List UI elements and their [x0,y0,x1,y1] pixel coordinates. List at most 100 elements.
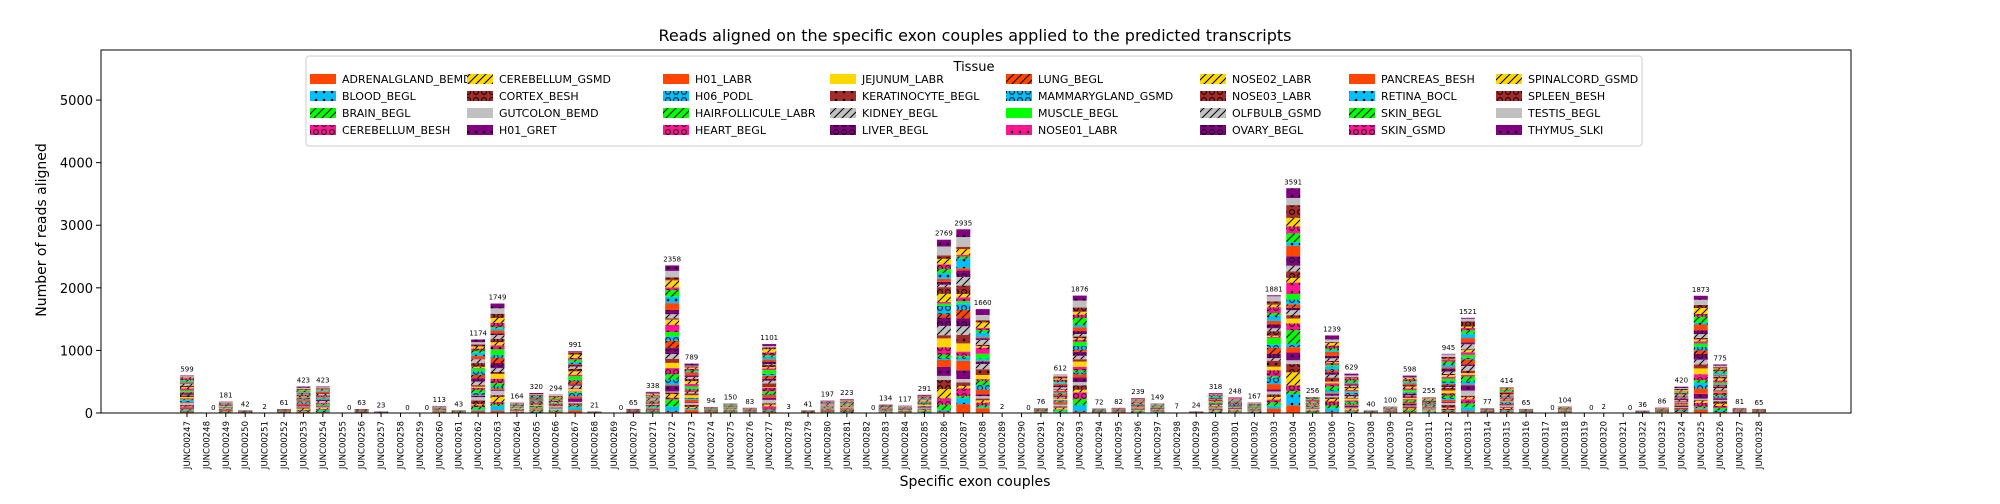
bar-segment [549,407,563,408]
legend-swatch [310,125,336,135]
bar-segment [976,394,990,396]
bar-segment [1053,393,1067,394]
bar-segment [471,344,485,346]
bar-segment [1325,378,1339,382]
x-tick-label: JUNC00313 [1464,421,1474,470]
bar-segment [529,410,543,411]
bar-segment [665,271,679,278]
bar-segment [1325,365,1339,366]
bar-segment [1073,327,1087,331]
bar-segment [646,405,660,406]
bar-segment [491,368,505,372]
bar-segment [471,350,485,352]
bar-segment [1267,305,1281,308]
bar-segment [1441,403,1455,405]
bar-segment [529,404,543,405]
bar-segment [1713,400,1727,401]
x-tick-label: JUNC00299 [1192,421,1202,470]
bar-segment [1286,353,1300,361]
bar-segment [937,347,951,354]
bar-segment [685,366,699,367]
bar-segment [1403,382,1417,383]
bar-segment [1674,408,1688,409]
bar-segment [685,402,699,403]
bar-segment [976,337,990,338]
bar-segment [937,335,951,338]
bar-segment [840,399,854,400]
bar-segment [976,375,990,379]
bar-segment [1053,385,1067,387]
bar-segment [1461,381,1475,384]
bar-segment [685,390,699,391]
bar-segment [956,310,970,318]
bar-segment [471,356,485,359]
bar-JUNC00273 [685,364,699,413]
bar-segment [1344,385,1358,386]
bar-segment [685,393,699,395]
bar-segment [1422,401,1436,402]
bar-segment [1674,410,1688,411]
bar-segment [956,294,970,297]
bar-segment [1694,314,1708,317]
bar-segment [1325,343,1339,346]
bar-segment [1713,410,1727,412]
bar-segment [976,345,990,346]
bar-segment [1228,411,1242,412]
bar-segment [491,390,505,391]
bar-segment [1325,382,1339,384]
bar-value-label: 423 [297,377,310,385]
bar-segment [1286,324,1300,331]
bar-segment [1053,411,1067,412]
bar-segment [1344,399,1358,401]
bar-value-label: 239 [1131,388,1144,396]
bar-segment [491,355,505,358]
bar-segment [568,376,582,380]
bar-segment [1073,331,1087,334]
x-tick-label: JUNC00280 [823,421,833,470]
legend-swatch [1496,74,1522,84]
bar-segment [316,395,330,396]
bar-segment [296,400,310,401]
bar-segment [549,408,563,409]
bar-segment [316,387,330,388]
bar-segment [1344,380,1358,382]
bar-segment [1500,392,1514,393]
legend-swatch [1006,74,1032,84]
legend-label: HAIRFOLLICULE_LABR [695,107,816,120]
bar-JUNC00312 [1441,354,1455,413]
x-tick-label: JUNC00262 [474,421,484,470]
y-tick-label: 3000 [60,219,93,234]
bar-segment [1267,384,1281,389]
bar-segment [1306,411,1320,412]
bar-value-label: 36 [1638,401,1647,409]
bar-segment [316,406,330,407]
bar-segment [1325,370,1339,372]
bar-segment [685,407,699,408]
bar-segment [180,399,194,400]
bar-segment [1267,316,1281,321]
bar-segment [1344,400,1358,401]
bar-segment [471,388,485,390]
bar-value-label: 42 [241,400,250,408]
bar-segment [491,383,505,386]
bar-segment [529,405,543,406]
bar-JUNC00294 [1092,408,1106,413]
x-tick-label: JUNC00276 [746,421,756,470]
bar-segment [1461,371,1475,374]
bar-value-label: 414 [1500,377,1514,385]
bar-segment [1053,399,1067,400]
x-tick-label: JUNC00289 [998,421,1008,470]
legend-label: MAMMARYGLAND_GSMD [1038,90,1173,103]
bar-segment [316,397,330,398]
bar-segment [1073,382,1087,385]
bar-segment [471,390,485,393]
bar-segment [1694,339,1708,341]
bar-segment [491,379,505,383]
bar-value-label: 3591 [1284,178,1302,186]
bar-JUNC00280 [820,401,834,413]
bar-segment [1403,398,1417,399]
bar-segment [1403,394,1417,395]
bar-JUNC00300 [1209,393,1223,413]
bar-segment [1694,296,1708,300]
bar-segment [1461,407,1475,411]
